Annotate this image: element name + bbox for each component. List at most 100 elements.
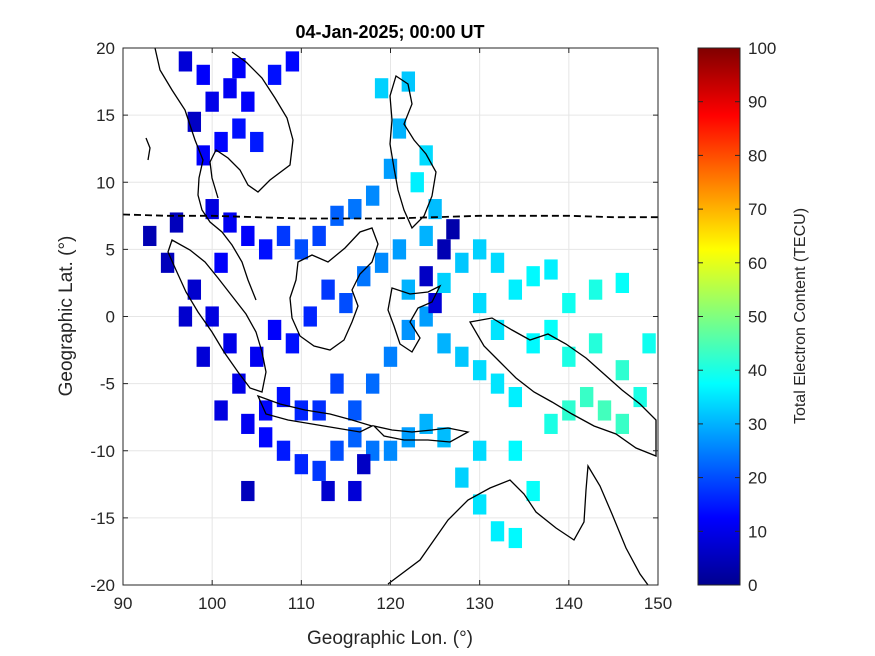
tec-cell bbox=[357, 266, 371, 287]
tec-cell bbox=[357, 454, 371, 475]
coastlines bbox=[145, 48, 657, 585]
tec-cell bbox=[472, 239, 487, 260]
tec-cell bbox=[169, 212, 184, 233]
y-axis-ticks: 20 15 10 5 0 -5 -10 -15 -20 bbox=[90, 39, 658, 595]
tec-cell bbox=[401, 71, 416, 92]
tec-cell bbox=[276, 225, 291, 247]
colorbar-tick-label: 0 bbox=[748, 576, 757, 595]
tec-cell bbox=[312, 400, 326, 421]
x-axis-ticks: 90 100 110 120 130 140 150 bbox=[114, 48, 672, 613]
tec-cell bbox=[348, 199, 362, 220]
coastline-philippines bbox=[389, 74, 437, 230]
tec-cell bbox=[472, 494, 487, 515]
tec-cell bbox=[312, 225, 326, 247]
tec-cell bbox=[374, 252, 389, 273]
y-tick-label: -10 bbox=[90, 442, 115, 461]
tec-cell bbox=[214, 252, 228, 273]
tec-cell bbox=[241, 91, 255, 112]
colorbar-tick-label: 70 bbox=[748, 200, 767, 219]
tec-cell bbox=[285, 51, 300, 72]
tec-cell bbox=[562, 293, 576, 314]
tec-cell bbox=[642, 333, 656, 354]
tec-cell bbox=[294, 400, 309, 421]
tec-cell bbox=[321, 279, 335, 300]
tec-cell bbox=[294, 454, 309, 475]
y-tick-label: 10 bbox=[96, 173, 115, 192]
tec-cell bbox=[187, 279, 202, 300]
tec-cell bbox=[276, 386, 291, 408]
colorbar bbox=[697, 47, 741, 586]
tec-cell bbox=[348, 480, 362, 502]
tec-cell bbox=[187, 111, 202, 132]
coastline-australia bbox=[387, 463, 649, 585]
tec-cell bbox=[472, 360, 487, 381]
coastline-vietnam bbox=[209, 51, 294, 199]
tec-cell bbox=[241, 480, 255, 502]
tec-cell bbox=[223, 78, 237, 99]
y-tick-label: 5 bbox=[106, 240, 115, 259]
tec-cell bbox=[437, 272, 451, 294]
colorbar-tick-label: 20 bbox=[748, 469, 767, 488]
tec-cell bbox=[588, 333, 603, 354]
tec-cell bbox=[303, 306, 317, 327]
y-tick-label: -20 bbox=[90, 576, 115, 595]
tec-cell bbox=[258, 239, 273, 260]
magnetic-equator-line bbox=[123, 213, 658, 220]
tec-cell bbox=[526, 266, 540, 287]
tec-cell bbox=[267, 319, 282, 340]
tec-cell bbox=[392, 118, 407, 139]
tec-cell bbox=[526, 333, 540, 354]
tec-cell bbox=[258, 427, 273, 448]
x-tick-label: 120 bbox=[376, 594, 404, 613]
tec-cell bbox=[455, 467, 469, 488]
tec-cell bbox=[223, 333, 237, 354]
colorbar-tick-label: 60 bbox=[748, 254, 767, 273]
tec-cell bbox=[508, 527, 523, 549]
colorbar-tick-label: 50 bbox=[748, 308, 767, 327]
tec-cell bbox=[250, 131, 264, 153]
tec-cell bbox=[205, 91, 219, 112]
colorbar-tick-label: 100 bbox=[748, 39, 776, 58]
x-tick-label: 140 bbox=[555, 594, 583, 613]
tec-cell bbox=[330, 440, 344, 461]
tec-cell bbox=[446, 219, 460, 240]
colorbar-tick-label: 90 bbox=[748, 93, 767, 112]
tec-cell bbox=[597, 400, 612, 421]
tec-cell bbox=[365, 373, 380, 394]
x-axis-label: Geographic Lon. (°) bbox=[307, 628, 473, 649]
tec-cell bbox=[383, 346, 398, 367]
tec-cell bbox=[490, 373, 505, 394]
tec-cell bbox=[312, 460, 326, 481]
x-tick-label: 130 bbox=[465, 594, 493, 613]
tec-cell bbox=[330, 205, 344, 226]
tec-cell bbox=[437, 333, 451, 354]
tec-cell bbox=[196, 145, 210, 166]
coastline-indochina bbox=[154, 48, 257, 301]
tec-cell bbox=[401, 279, 416, 300]
tec-cell bbox=[241, 225, 255, 247]
coastline-lesser-sunda bbox=[371, 424, 470, 443]
tec-cell bbox=[374, 78, 389, 99]
tec-cell bbox=[267, 64, 282, 85]
tec-cell bbox=[276, 440, 291, 461]
coastline-sumatra bbox=[167, 239, 267, 393]
tec-cell bbox=[401, 319, 416, 340]
tec-cell bbox=[437, 427, 451, 448]
tec-cell bbox=[526, 480, 540, 502]
tec-cell bbox=[178, 51, 193, 72]
tec-cell bbox=[419, 225, 433, 247]
tec-cell bbox=[615, 413, 630, 434]
tec-cell bbox=[232, 58, 246, 79]
x-tick-label: 150 bbox=[644, 594, 672, 613]
tec-cell bbox=[419, 266, 433, 287]
y-tick-label: 20 bbox=[96, 39, 115, 58]
tec-cell bbox=[615, 272, 630, 294]
tec-cell bbox=[143, 225, 157, 247]
tec-cell bbox=[490, 319, 505, 340]
colorbar-tick-label: 80 bbox=[748, 146, 767, 165]
tec-cell bbox=[588, 279, 603, 300]
tec-cell bbox=[232, 373, 246, 394]
tec-cell bbox=[615, 360, 630, 381]
